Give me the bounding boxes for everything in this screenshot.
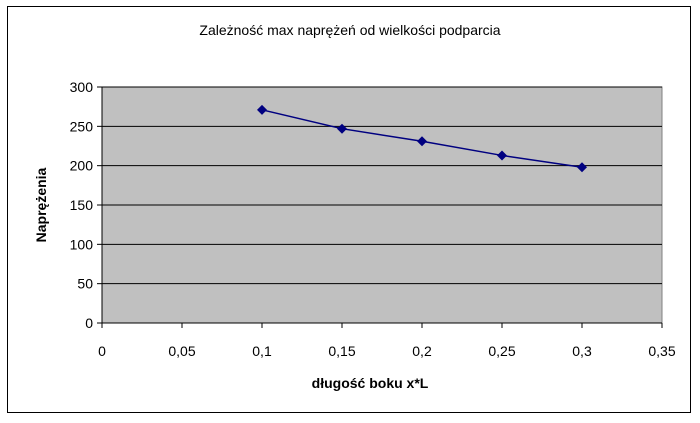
x-tick-label: 0,1: [252, 343, 272, 359]
y-tick-label: 250: [70, 118, 94, 134]
x-axis-label: długość boku x*L: [312, 375, 429, 391]
y-tick-label: 0: [85, 315, 93, 331]
x-tick-label: 0: [98, 343, 106, 359]
x-tick-label: 0,25: [488, 343, 515, 359]
chart-title: Zależność max naprężeń od wielkości podp…: [199, 22, 501, 38]
data-point-marker: [417, 136, 427, 147]
data-point-marker: [497, 150, 507, 161]
x-tick-label: 0,2: [412, 343, 432, 359]
axes: [101, 87, 663, 328]
y-axis-label: Naprężenia: [33, 167, 49, 242]
x-tick-labels: 0 0,05 0,1 0,15 0,2 0,25 0,3 0,35: [98, 343, 676, 359]
data-point-marker: [577, 162, 587, 173]
x-tick-label: 0,05: [168, 343, 195, 359]
y-tick-label: 300: [70, 79, 94, 95]
data-point-marker: [257, 104, 267, 115]
data-point-marker: [337, 123, 347, 134]
y-tick-label: 150: [70, 197, 94, 213]
y-tick-labels: 0 50 100 150 200 250 300: [70, 79, 94, 331]
x-tick-label: 0,15: [328, 343, 355, 359]
y-tick-label: 100: [70, 236, 94, 252]
y-tick-label: 200: [70, 158, 94, 174]
y-tick-label: 50: [77, 276, 93, 292]
x-tick-label: 0,35: [648, 343, 675, 359]
series-group: [257, 104, 587, 173]
x-tick-label: 0,3: [572, 343, 592, 359]
